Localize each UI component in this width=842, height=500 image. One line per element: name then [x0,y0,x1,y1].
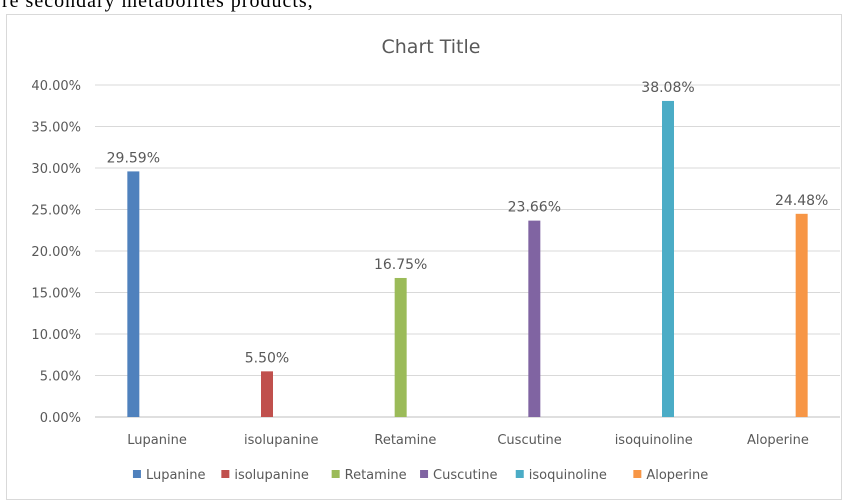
legend-swatch-lupanine [132,470,141,478]
bar-lupanine [127,171,140,417]
bar-cuscutine [528,220,541,417]
bar-retamine [394,277,407,417]
x-tick-label: Retamine [374,433,436,448]
chart-title: Chart Title [382,36,481,58]
data-label: 29.59% [107,150,160,166]
x-tick-label: isoquinoline [615,433,693,448]
y-tick-label: 0.00% [40,411,81,426]
legend-swatch-isolupanine [221,470,230,478]
y-tick-label: 30.00% [31,162,81,177]
data-label: 38.08% [641,80,694,96]
y-tick-label: 40.00% [31,79,81,94]
legend-label: isoquinoline [529,468,607,483]
y-tick-label: 15.00% [31,287,81,302]
x-tick-label: Lupanine [127,433,187,448]
legend-label: Retamine [345,468,407,483]
data-label: 24.48% [775,193,828,209]
page-header-text: re secondary metabolites products, [2,0,314,12]
data-label: 5.50% [245,350,289,366]
x-tick-label: Cuscutine [497,433,561,448]
data-label: 16.75% [374,257,427,273]
legend-swatch-cuscutine [420,470,429,478]
x-tick-label: isolupanine [244,433,319,448]
x-tick-label: Aloperine [747,433,809,448]
bar-isolupanine [261,371,273,417]
legend-label: Lupanine [146,468,206,483]
legend-swatch-isoquinoline [515,470,524,478]
legend-swatch-retamine [331,470,340,478]
legend-swatch-aloperine [633,470,642,478]
y-tick-label: 25.00% [31,204,81,219]
data-label: 23.66% [508,200,561,216]
bar-isoquinoline [662,100,674,417]
y-tick-label: 10.00% [31,328,81,343]
y-tick-label: 35.00% [31,121,81,136]
y-tick-label: 5.00% [40,370,81,385]
y-tick-label: 20.00% [31,245,81,260]
legend-label: isolupanine [234,468,309,483]
legend-label: Cuscutine [433,468,497,483]
bar-aloperine [795,213,808,417]
legend-label: Aloperine [646,468,708,483]
